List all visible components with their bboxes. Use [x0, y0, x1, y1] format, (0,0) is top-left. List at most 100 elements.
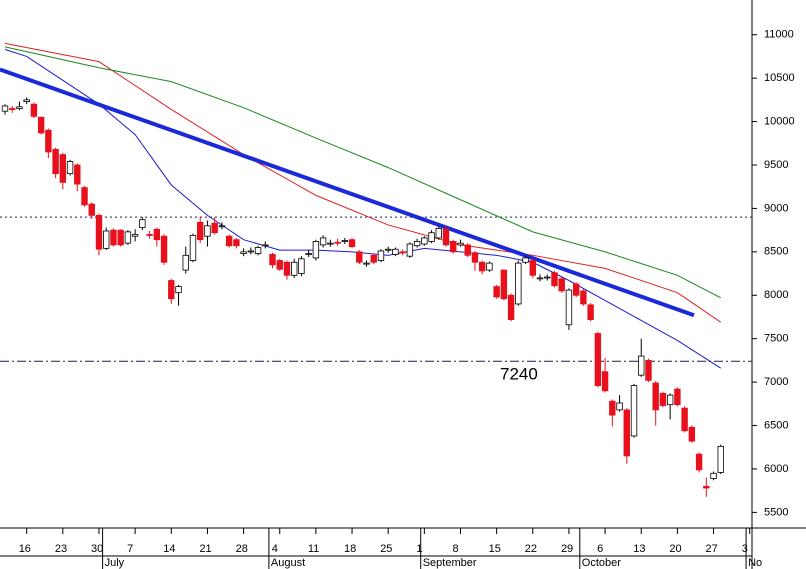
candle-body — [66, 161, 74, 175]
candle-body — [146, 234, 153, 236]
x-tick-label: 14 — [163, 543, 175, 555]
x-tick-label: 25 — [380, 543, 392, 555]
candle-body — [435, 227, 442, 239]
line-series — [4, 46, 722, 299]
candle-body — [45, 129, 52, 153]
candle-body — [110, 229, 117, 246]
x-tick-label: 29 — [561, 543, 573, 555]
month-label: September — [423, 557, 477, 569]
candle-body — [478, 261, 486, 272]
candle-body — [413, 241, 421, 247]
candle-body — [319, 237, 327, 246]
x-tick-label: 15 — [489, 543, 501, 555]
candle-body — [544, 276, 551, 279]
candle-body — [233, 239, 240, 247]
candle-body — [298, 258, 305, 274]
line-series — [4, 49, 722, 369]
candle-body — [406, 243, 414, 257]
candle-body — [23, 99, 30, 103]
candle-body — [399, 251, 406, 254]
candle-body — [681, 407, 688, 432]
candle-body — [290, 261, 298, 276]
x-tick-label: 8 — [452, 543, 458, 555]
candle-body — [630, 385, 638, 437]
candle-body — [189, 234, 197, 261]
candle-body — [153, 228, 161, 241]
candle-body — [247, 250, 255, 253]
candle-body — [356, 251, 363, 263]
candle-body — [507, 294, 515, 320]
candle-body — [269, 254, 276, 266]
candle-body — [572, 283, 580, 296]
candle-body — [522, 257, 529, 263]
candle-body — [262, 244, 269, 247]
x-tick-label: 22 — [525, 543, 537, 555]
y-tick-label: 10000 — [764, 115, 795, 127]
candle-body — [131, 234, 139, 237]
line-series — [0, 67, 695, 318]
candle-body — [645, 359, 652, 381]
candle-body — [421, 237, 428, 245]
candle-body — [638, 355, 645, 376]
candle-body — [363, 262, 370, 265]
candle-body — [211, 222, 218, 234]
candle-body — [493, 286, 500, 298]
candle-body — [623, 409, 630, 457]
candle-body — [59, 154, 67, 183]
x-tick-label: 23 — [55, 543, 67, 555]
month-label: August — [271, 557, 305, 569]
month-label: No — [748, 557, 762, 569]
y-tick-label: 10500 — [764, 72, 795, 84]
candle-body — [551, 272, 558, 287]
candle-body — [334, 241, 341, 244]
candle-body — [471, 252, 479, 263]
candle-body — [609, 400, 616, 416]
candle-body — [703, 485, 710, 489]
candle-body — [9, 108, 16, 110]
candle-body — [580, 290, 587, 305]
candle-body — [305, 253, 312, 255]
candle-body — [103, 230, 110, 249]
candle-body — [529, 260, 536, 276]
candle-body — [450, 241, 457, 253]
y-tick-label: 5500 — [764, 506, 788, 518]
candle-body — [160, 235, 168, 263]
y-tick-label: 9000 — [764, 202, 788, 214]
candle-body — [717, 445, 724, 473]
candle-body — [197, 221, 204, 241]
candle-body — [348, 239, 356, 248]
candle-body — [442, 228, 450, 246]
y-tick-label: 8500 — [764, 246, 788, 258]
month-label: July — [105, 557, 125, 569]
x-tick-label: 27 — [706, 543, 718, 555]
candle-body — [168, 280, 175, 300]
y-tick-label: 7500 — [764, 333, 788, 345]
candle-body — [182, 254, 189, 271]
candle-body — [254, 247, 262, 254]
candle-body — [218, 225, 226, 228]
x-tick-label: 3 — [742, 543, 748, 555]
candle-body — [30, 103, 38, 117]
annotation: 7240 — [500, 364, 538, 383]
x-tick-label: 18 — [344, 543, 356, 555]
candle-body — [500, 269, 508, 300]
candle-body — [392, 248, 399, 255]
candle-body — [139, 219, 146, 228]
candle-body — [225, 235, 233, 247]
candle-body — [52, 148, 59, 175]
candle-body — [464, 244, 471, 256]
y-tick-label: 7000 — [764, 376, 788, 388]
candle-body — [204, 225, 211, 237]
x-tick-label: 28 — [236, 543, 248, 555]
candle-body — [124, 231, 132, 244]
candle-body — [327, 242, 334, 245]
candle-body — [688, 426, 696, 442]
candle-body — [377, 250, 385, 261]
candle-body — [1, 105, 9, 112]
candle-body — [370, 254, 377, 263]
candle-body — [652, 382, 659, 411]
candle-body — [117, 229, 124, 246]
candle-body — [695, 453, 703, 471]
candle-body — [74, 164, 81, 185]
